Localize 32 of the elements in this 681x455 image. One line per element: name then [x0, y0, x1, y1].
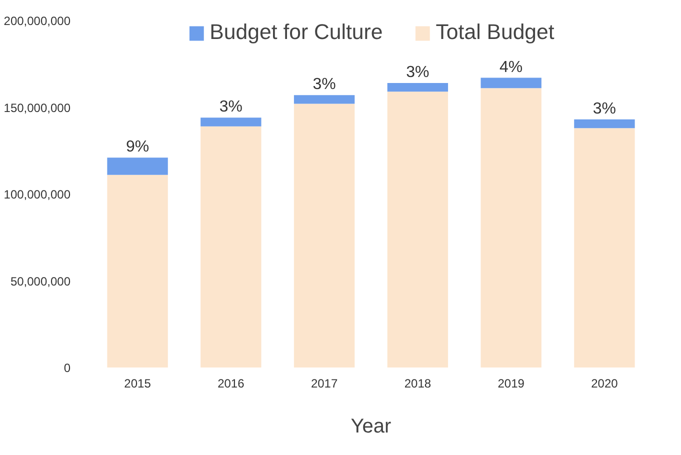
bar [387, 82, 448, 92]
x-tick-label: 2016 [218, 376, 245, 390]
y-tick-label: 50,000,000 [10, 274, 71, 288]
annotation: 4% [500, 58, 523, 76]
y-tick-label: 100,000,000 [4, 188, 71, 202]
bar [387, 92, 448, 368]
bar [480, 78, 542, 88]
annotation: 9% [126, 138, 150, 156]
legend-label: Budget for Culture [210, 20, 383, 45]
y-tick-label: 200,000,000 [4, 14, 71, 28]
legend-label: Total Budget [436, 20, 554, 45]
y-tick-label: 0 [64, 361, 71, 375]
bar [294, 95, 355, 104]
y-tick-label: 150,000,000 [4, 100, 71, 115]
annotation: 3% [312, 76, 336, 94]
bar [294, 104, 355, 368]
bar [480, 88, 542, 368]
bar [574, 119, 635, 128]
x-tick-label: 2017 [310, 376, 338, 390]
bar [574, 128, 635, 368]
bar [200, 118, 262, 126]
x-tick-label: 2020 [591, 376, 618, 390]
annotation: 3% [406, 64, 430, 81]
bar [107, 174, 168, 368]
annotation: 3% [592, 100, 616, 118]
x-tick-label: 2015 [124, 376, 152, 390]
bar [200, 126, 262, 368]
x-axis-title: Year [350, 416, 392, 438]
x-tick-label: 2019 [498, 376, 525, 390]
annotation: 3% [219, 98, 242, 116]
bar [107, 158, 168, 175]
x-tick-label: 2018 [404, 376, 432, 390]
